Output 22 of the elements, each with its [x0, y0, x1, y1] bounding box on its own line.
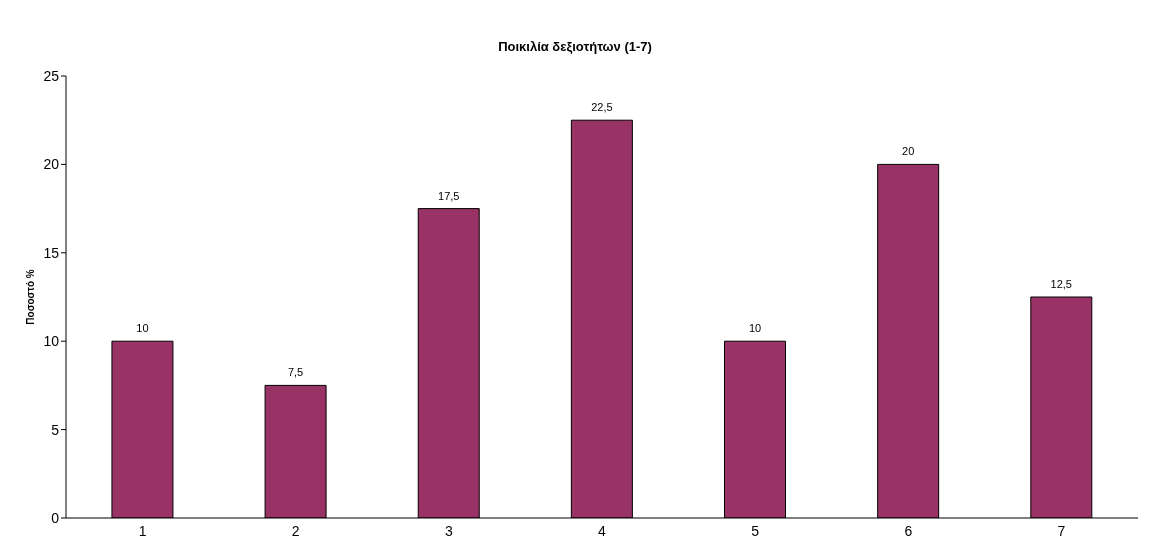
data-label: 20 — [902, 145, 915, 158]
y-axis-title: Ποσοστό % — [24, 269, 36, 325]
x-tick-label: 6 — [904, 522, 913, 539]
y-tick-label: 20 — [43, 156, 60, 173]
x-tick-label: 2 — [291, 522, 300, 539]
y-tick-label: 15 — [43, 244, 60, 261]
data-label: 12,5 — [1050, 278, 1073, 290]
data-label: 10 — [136, 322, 149, 335]
x-tick-label: 7 — [1057, 522, 1066, 539]
x-tick-label: 4 — [598, 522, 607, 539]
x-tick-label: 3 — [444, 522, 453, 539]
data-label: 17,5 — [438, 189, 460, 202]
data-label: 7,5 — [287, 366, 304, 379]
y-tick-label: 10 — [43, 333, 60, 350]
x-tick-label: 5 — [751, 522, 760, 539]
y-tick-label: 0 — [51, 509, 60, 526]
chart-title: Ποικιλία δεξιοτήτων (1-7) — [497, 39, 653, 54]
y-tick-label: 25 — [43, 67, 60, 84]
data-label: 22,5 — [591, 101, 613, 114]
x-tick-label: 1 — [138, 522, 147, 539]
y-tick-label: 5 — [51, 421, 60, 438]
data-label: 10 — [748, 322, 762, 335]
